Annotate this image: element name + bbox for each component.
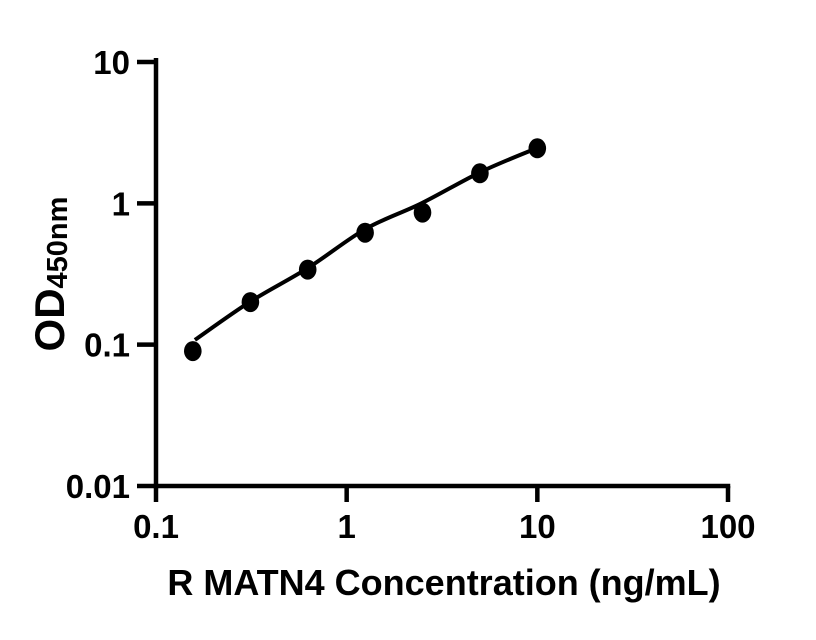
x-tick-label: 10	[519, 508, 556, 545]
x-tick-label: 0.1	[133, 508, 179, 545]
x-axis-title: R MATN4 Concentration (ng/mL)	[167, 562, 721, 603]
data-point	[413, 202, 432, 223]
y-tick-label: 0.01	[66, 468, 130, 505]
data-point	[356, 222, 374, 243]
y-tick-label: 10	[93, 44, 130, 81]
data-point	[528, 138, 547, 159]
y-tick-label: 0.1	[84, 327, 130, 364]
data-point	[471, 163, 489, 184]
y-tick-label: 1	[112, 185, 130, 222]
x-tick-label: 1	[337, 508, 355, 545]
data-point	[241, 292, 260, 313]
y-axis-title-main: OD	[26, 288, 73, 352]
y-axis-title-subscript: 450nm	[42, 196, 74, 289]
x-tick-label: 100	[700, 508, 755, 545]
data-point	[298, 259, 317, 280]
data-point	[184, 341, 202, 362]
y-axis-title: OD 450nm	[26, 196, 74, 352]
